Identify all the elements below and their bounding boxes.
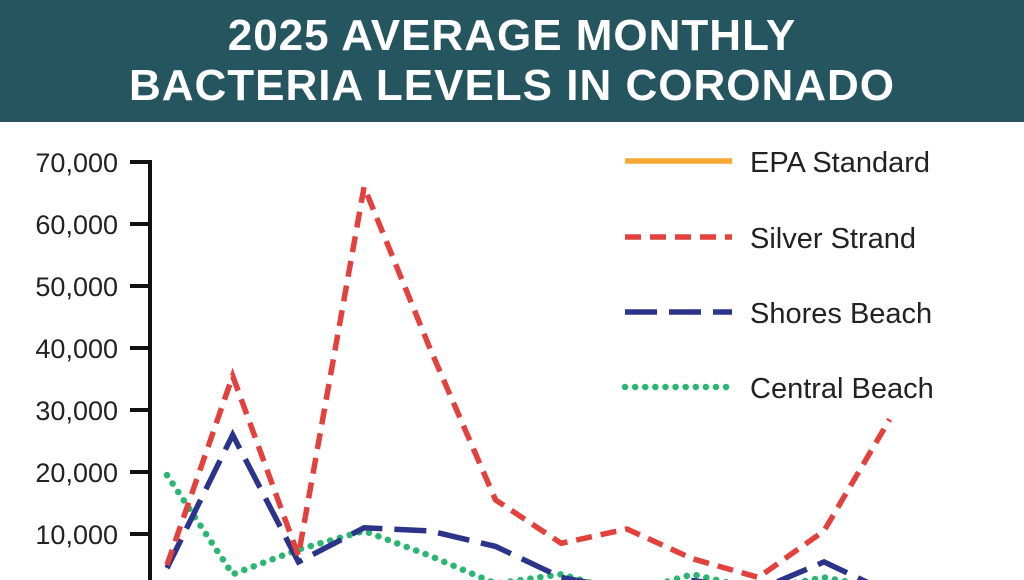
y-tick-label: 20,000 <box>35 458 118 488</box>
series-silver-strand-line <box>164 176 893 580</box>
legend-label-shores-beach: Shores Beach <box>750 298 932 330</box>
title-banner: 2025 AVERAGE MONTHLY BACTERIA LEVELS IN … <box>0 0 1024 122</box>
y-axis: 10,000 20,000 30,000 40,000 50,000 60,000 70,0… <box>35 148 152 580</box>
y-tick-label: 40,000 <box>35 334 118 364</box>
series-shores-beach-line <box>164 428 869 580</box>
y-tick-label: 30,000 <box>35 396 118 426</box>
series-central-beach-line <box>163 471 856 580</box>
y-tick-label: 50,000 <box>35 272 118 302</box>
y-tick-label: 60,000 <box>35 210 118 240</box>
chart-title-line-1: 2025 AVERAGE MONTHLY <box>227 11 797 60</box>
legend-label-central-beach: Central Beach <box>750 373 934 405</box>
line-chart: 10,000 20,000 30,000 40,000 50,000 60,000 70,0… <box>35 147 934 580</box>
legend-label-epa-standard: EPA Standard <box>750 147 930 179</box>
y-tick-label: 70,000 <box>35 148 118 178</box>
legend: EPA Standard Silver Strand Shores Beach Cen… <box>621 147 934 405</box>
chart-title-line-2: BACTERIA LEVELS IN CORONADO <box>128 61 896 110</box>
legend-label-silver-strand: Silver Strand <box>750 223 916 255</box>
y-tick-label: 10,000 <box>35 520 118 550</box>
series-lines <box>163 176 893 580</box>
